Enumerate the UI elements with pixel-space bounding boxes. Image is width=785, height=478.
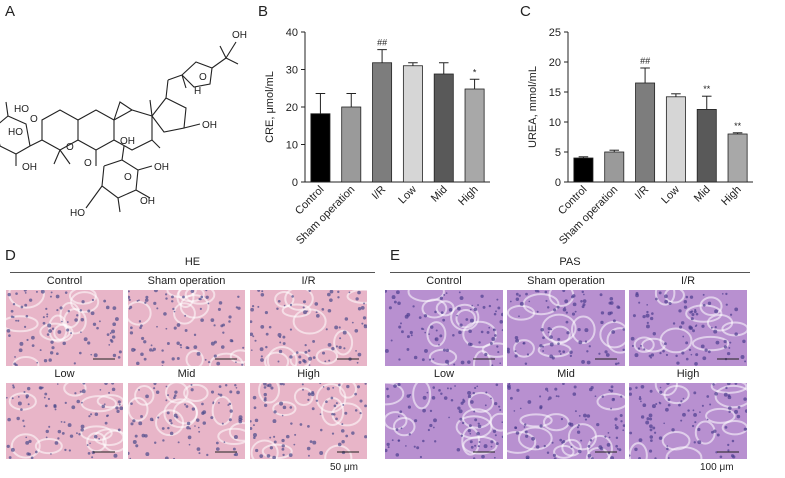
x-tick-label: I/R — [370, 184, 388, 202]
bar — [433, 73, 454, 183]
bar — [402, 65, 423, 183]
atom-label: OH — [232, 30, 247, 41]
atom-label: HO — [8, 127, 23, 138]
micrograph-label: Low — [433, 368, 455, 380]
bar — [604, 151, 625, 183]
micrograph-label: High — [297, 368, 320, 380]
y-tick-label: 30 — [286, 65, 298, 77]
micrograph-label: Mid — [557, 368, 575, 380]
micrograph-label: Low — [54, 368, 75, 380]
atom-label: OH — [154, 162, 169, 173]
atom-label: O — [124, 172, 132, 183]
y-tick-label: 40 — [286, 27, 298, 39]
atom-label: OH — [120, 136, 135, 147]
atom-label: O — [84, 158, 92, 169]
y-tick-label: 20 — [286, 102, 298, 114]
panel-label-a: A — [5, 3, 16, 20]
bar — [372, 62, 393, 183]
structure-atom-labels: OH H OH HO O O HO OH O O OH OH OH HO O — [8, 30, 247, 219]
micrograph-image — [128, 383, 245, 459]
x-tick-label: High — [719, 184, 743, 208]
significance-label: ** — [703, 84, 711, 94]
significance-label: ## — [640, 56, 650, 66]
x-tick-label: Low — [659, 184, 682, 207]
micrograph-label: I/R — [301, 275, 316, 287]
y-tick-label: 10 — [549, 117, 561, 129]
y-axis-label: UREA, mmol/mL — [527, 66, 539, 148]
micrograph-image — [507, 383, 625, 459]
x-tick-label: Sham operation — [294, 184, 357, 247]
panel-label-b: B — [258, 3, 269, 20]
y-tick-label: 10 — [286, 140, 298, 152]
bar — [635, 82, 656, 183]
bar — [696, 109, 717, 183]
micrograph-image — [629, 383, 747, 459]
micrograph-image — [385, 290, 503, 366]
bar — [310, 113, 331, 183]
y-tick-label: 5 — [555, 147, 561, 159]
y-tick-label: 15 — [549, 87, 561, 99]
x-tick-label: Low — [396, 184, 419, 207]
y-tick-label: 25 — [549, 27, 561, 39]
he-scale-label: 50 μm — [330, 462, 358, 473]
x-tick-label: Sham operation — [557, 184, 620, 247]
micrograph-image — [629, 290, 747, 366]
atom-label: O — [199, 72, 207, 83]
he-rule — [10, 272, 375, 273]
micrograph-label: Control — [46, 275, 83, 287]
x-tick-label: I/R — [633, 184, 651, 202]
micrograph-image — [250, 383, 367, 459]
bar — [341, 106, 362, 183]
micrograph-label: I/R — [680, 275, 696, 287]
pas-scale-label: 100 μm — [700, 462, 734, 473]
atom-label: O — [66, 142, 74, 153]
micrograph-label: Mid — [177, 368, 196, 380]
atom-label: H — [194, 86, 201, 97]
micrograph-image — [507, 290, 625, 366]
x-tick-label: Mid — [692, 184, 713, 205]
y-tick-label: 20 — [549, 57, 561, 69]
significance-label: ## — [377, 38, 387, 48]
atom-label: OH — [22, 162, 37, 173]
panel-label-e: E — [390, 247, 401, 264]
structure-bonds — [0, 41, 239, 213]
he-title: HE — [184, 256, 201, 268]
y-axis-label: CRE, μmol/mL — [264, 71, 276, 143]
micrograph-label: Sham operation — [527, 275, 605, 287]
panel-label-d: D — [5, 247, 16, 264]
micrograph-image — [250, 290, 367, 366]
atom-label: OH — [140, 196, 155, 207]
significance-label: * — [473, 67, 477, 77]
atom-label: HO — [70, 208, 85, 219]
y-tick-label: 0 — [555, 177, 561, 189]
pas-title: PAS — [559, 256, 581, 268]
y-tick-label: 0 — [292, 177, 298, 189]
micrograph-label: High — [676, 368, 700, 380]
atom-label: HO — [14, 104, 29, 115]
micrograph-image — [6, 290, 123, 366]
bar — [464, 88, 485, 183]
significance-label: ** — [734, 121, 742, 131]
micrograph-label: Sham operation — [147, 275, 226, 287]
bar — [573, 157, 594, 183]
micrograph-label: Control — [426, 275, 462, 287]
micrograph-image — [128, 290, 245, 366]
pas-rule — [390, 272, 750, 273]
micrograph-image — [385, 383, 503, 459]
chemical-structure: OH H OH HO O O HO OH O O OH OH OH HO O — [0, 30, 247, 219]
atom-label: OH — [202, 120, 217, 131]
atom-label: O — [30, 114, 38, 125]
x-tick-label: High — [456, 184, 480, 208]
bar — [665, 96, 686, 183]
panel-label-c: C — [520, 3, 531, 20]
bar — [727, 133, 748, 183]
micrograph-image — [6, 383, 123, 459]
x-tick-label: Mid — [429, 184, 450, 205]
